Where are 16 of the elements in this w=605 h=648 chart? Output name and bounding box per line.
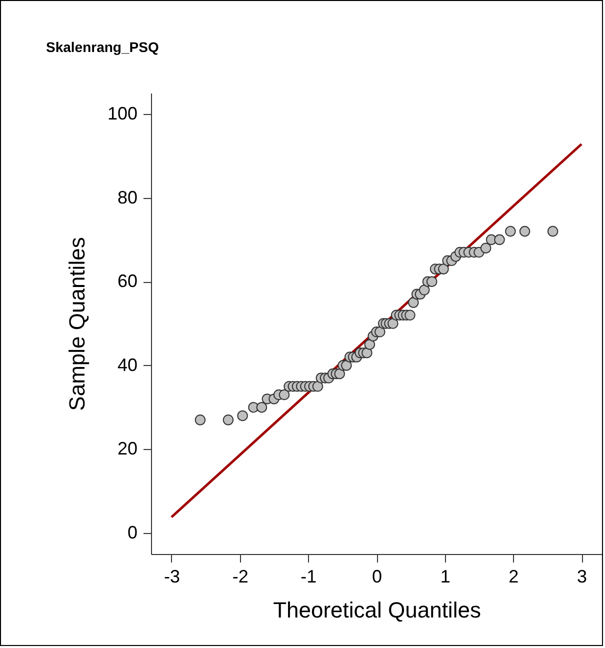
x-tick-label: 0 bbox=[372, 566, 382, 586]
x-axis-title: Theoretical Quantiles bbox=[273, 598, 481, 622]
y-tick-label: 20 bbox=[117, 438, 138, 459]
x-tick-label: 2 bbox=[508, 566, 519, 586]
x-tick-label: -1 bbox=[300, 566, 317, 586]
y-tick-label: 40 bbox=[117, 354, 138, 375]
y-tick-label: 80 bbox=[117, 187, 138, 208]
x-tick-label: 1 bbox=[440, 566, 450, 586]
y-tick-label: 0 bbox=[127, 522, 138, 543]
y-axis-title: Sample Quantiles bbox=[64, 237, 90, 411]
x-tick-label: 3 bbox=[576, 566, 588, 586]
y-tick-label: 100 bbox=[107, 103, 138, 124]
chart-title: Skalenrang_PSQ bbox=[46, 39, 159, 55]
y-tick-label: 60 bbox=[117, 271, 138, 292]
x-tick-label: -2 bbox=[232, 566, 248, 586]
x-tick-label: -3 bbox=[164, 566, 180, 586]
